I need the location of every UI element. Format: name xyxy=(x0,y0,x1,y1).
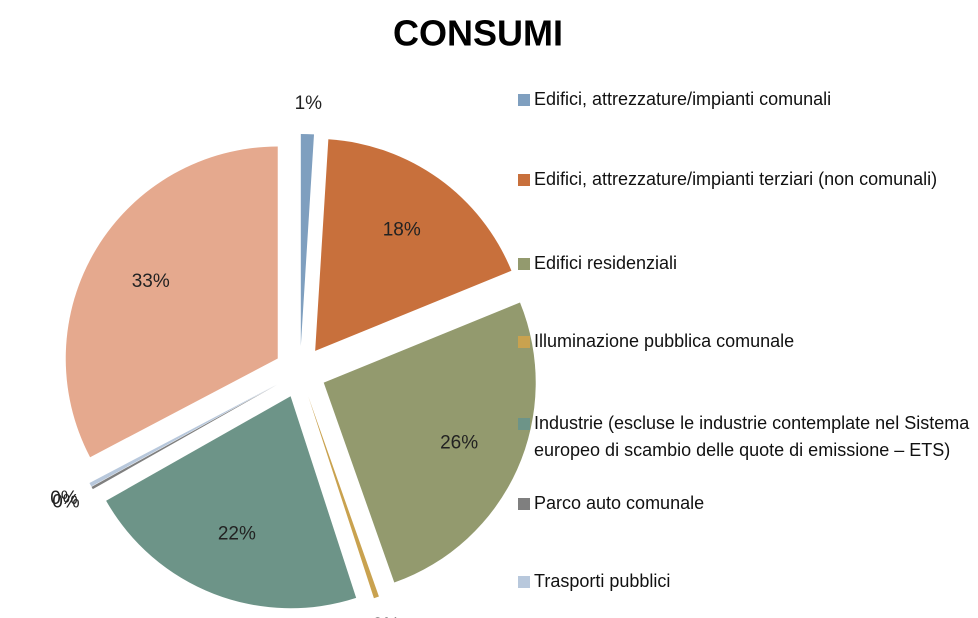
legend-swatch xyxy=(518,576,530,588)
data-label: 18% xyxy=(383,219,421,240)
data-label: 0% xyxy=(52,492,80,513)
legend-item: Trasporti pubblici xyxy=(518,568,973,595)
legend-item: Illuminazione pubblica comunale xyxy=(518,328,973,355)
data-label: 1% xyxy=(295,93,323,114)
chart-title: CONSUMI xyxy=(393,13,563,54)
legend-swatch xyxy=(518,498,530,510)
legend-item: Edifici residenziali xyxy=(518,250,973,277)
legend-label: Edifici, attrezzature/impianti terziari … xyxy=(534,169,938,189)
data-label: 22% xyxy=(218,524,256,545)
pie-slice xyxy=(300,134,315,347)
legend-label: Edifici residenziali xyxy=(534,253,678,273)
data-label: 0% xyxy=(50,488,78,509)
pie-slice xyxy=(89,384,278,487)
legend-swatch xyxy=(518,336,530,348)
data-label: 0% xyxy=(372,615,400,618)
legend-item: Industrie (escluse le industrie contempl… xyxy=(518,410,973,464)
pie-slice xyxy=(323,302,536,583)
legend-label: Edifici, attrezzature/impianti comunali xyxy=(534,89,832,109)
legend-label: Parco auto comunale xyxy=(534,493,705,513)
pie-slice xyxy=(308,396,379,599)
legend-swatch xyxy=(518,258,530,270)
legend-swatch xyxy=(518,418,530,430)
pie-slice xyxy=(91,384,278,490)
legend-swatch xyxy=(518,174,530,186)
pie-slice xyxy=(315,139,512,351)
legend-label: Illuminazione pubblica comunale xyxy=(534,331,795,351)
data-label: 33% xyxy=(132,271,170,292)
legend-label: Industrie (escluse le industrie contempl… xyxy=(534,413,970,460)
legend-item: Parco auto comunale xyxy=(518,490,973,517)
pie-slice xyxy=(106,396,357,609)
legend-item: Edifici, attrezzature/impianti terziari … xyxy=(518,166,973,193)
legend-item: Edifici, attrezzature/impianti comunali xyxy=(518,86,973,113)
data-label: 26% xyxy=(440,432,478,453)
pie-slice xyxy=(65,146,278,458)
legend-swatch xyxy=(518,94,530,106)
legend-label: Trasporti pubblici xyxy=(534,571,671,591)
